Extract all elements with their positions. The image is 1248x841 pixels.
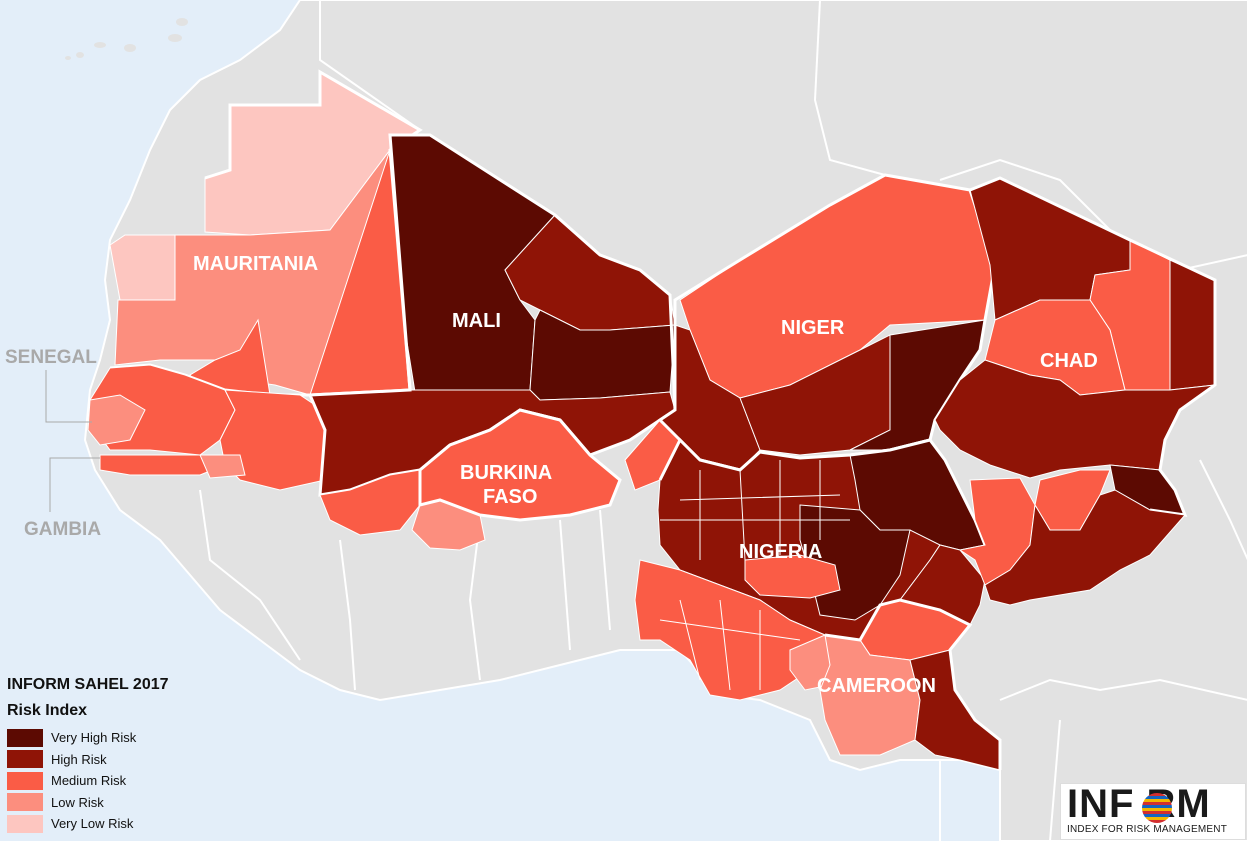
legend-item-very-low: Very Low Risk	[7, 813, 207, 835]
mauritania-label: MAURITANIA	[193, 253, 318, 275]
cameroon-border	[824, 598, 1002, 770]
nigeria-label: NIGERIA	[739, 541, 822, 563]
cameroon-low-center	[819, 634, 921, 756]
chad-border	[969, 176, 1217, 517]
mauritania-west	[109, 234, 176, 301]
legend-item-very-high: Very High Risk	[7, 727, 207, 749]
legend-label: Medium Risk	[51, 773, 127, 789]
legend-swatch	[7, 793, 43, 812]
logo-tagline: INDEX FOR RISK MANAGEMENT	[1067, 824, 1228, 835]
legend-label: Low Risk	[51, 794, 104, 810]
nigeria-border	[658, 437, 987, 546]
legend-swatch	[7, 728, 43, 747]
burkina-faso-label-line2: FASO	[483, 486, 537, 508]
legend-title: INFORM SAHEL 2017	[7, 676, 169, 693]
legend-item-low: Low Risk	[7, 792, 207, 814]
burkina-faso-label-line1: BURKINA	[460, 462, 552, 484]
legend-item-medium: Medium Risk	[7, 770, 207, 792]
chad-high-east	[1169, 259, 1216, 391]
burkina-faso-border	[418, 408, 622, 522]
guinea-low	[199, 454, 246, 479]
legend-item-high: High Risk	[7, 749, 207, 771]
senegal-low	[87, 394, 146, 446]
legend-label: Very High Risk	[51, 730, 137, 746]
cameroon-high-east	[984, 489, 1186, 606]
legend-subtitle: Risk Index	[7, 702, 88, 719]
legend-label: Very Low Risk	[51, 816, 134, 832]
globe-icon	[1142, 793, 1172, 823]
grey-borders	[199, 0, 1248, 841]
gambia-leader-line	[49, 457, 100, 512]
nigeria-medium-center	[744, 554, 841, 599]
legend: INFORM SAHEL 2017 Risk Index Very High R…	[7, 676, 207, 835]
legend-label: High Risk	[51, 751, 107, 767]
senegal-leader-line	[45, 370, 92, 423]
canary-islands	[65, 18, 188, 60]
nigeria-state-lines	[659, 460, 850, 691]
legend-swatch	[7, 814, 43, 833]
cameroon-label: CAMEROON	[817, 675, 936, 697]
niger-label: NIGER	[781, 317, 845, 339]
mali-label: MALI	[452, 310, 501, 332]
senegal-label: SENEGAL	[5, 347, 97, 368]
legend-swatch	[7, 771, 43, 790]
chad-label: CHAD	[1040, 350, 1098, 372]
legend-swatch	[7, 750, 43, 769]
gambia-label: GAMBIA	[24, 519, 101, 540]
logo-wordmark: INF RM	[1067, 782, 1211, 826]
inform-logo: INF RM INDEX FOR RISK MANAGEMENT	[1060, 782, 1246, 840]
